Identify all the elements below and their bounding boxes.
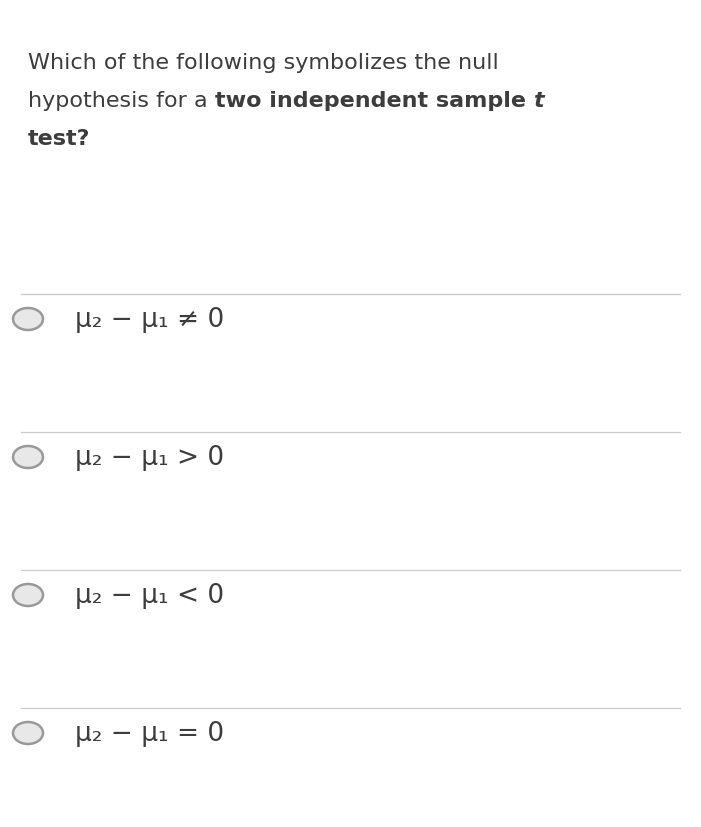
Text: test?: test?	[28, 129, 90, 149]
Text: t: t	[533, 91, 544, 111]
Text: μ₂ − μ₁ < 0: μ₂ − μ₁ < 0	[75, 582, 224, 609]
Text: μ₂ − μ₁ ≠ 0: μ₂ − μ₁ ≠ 0	[75, 307, 224, 332]
Text: Which of the following symbolizes the null: Which of the following symbolizes the nu…	[28, 53, 498, 73]
Text: μ₂ − μ₁ > 0: μ₂ − μ₁ > 0	[75, 444, 224, 471]
Text: two independent sample: two independent sample	[215, 91, 533, 111]
Ellipse shape	[13, 585, 43, 606]
Ellipse shape	[13, 308, 43, 331]
Text: μ₂ − μ₁ = 0: μ₂ − μ₁ = 0	[75, 720, 224, 746]
Text: hypothesis for a: hypothesis for a	[28, 91, 215, 111]
Ellipse shape	[13, 447, 43, 468]
Ellipse shape	[13, 722, 43, 744]
